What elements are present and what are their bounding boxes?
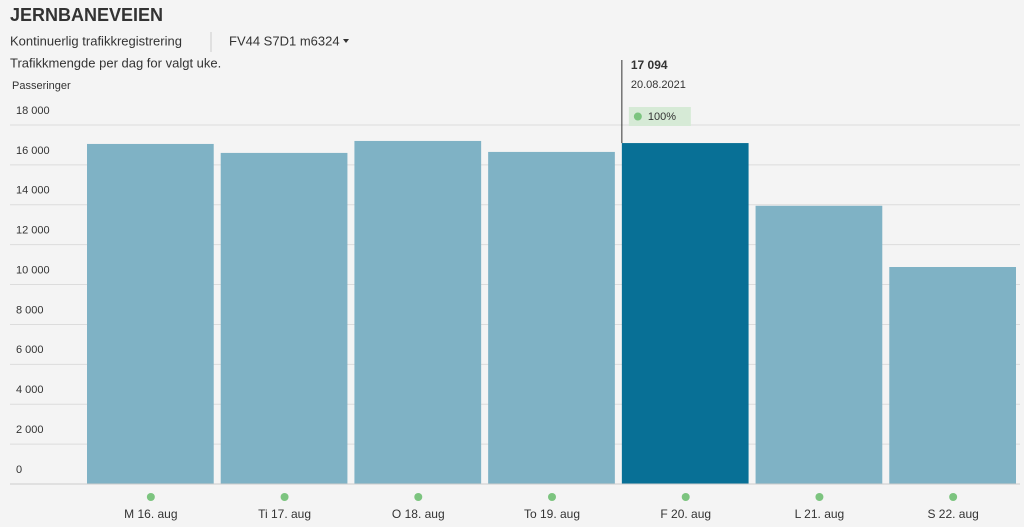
y-tick-label: 0 [16,464,22,476]
y-tick-label: 4 000 [16,384,44,396]
coverage-dot [146,493,155,501]
x-tick-label: M 16. aug [124,507,177,521]
page-title: JERNBANEVEIEN [10,5,163,25]
coverage-dot [815,493,824,501]
bar [621,143,749,484]
bar [354,140,482,484]
chart-title: Trafikkmengde per dag for valgt uke. [10,55,221,70]
x-tick-label: S 22. aug [927,507,978,521]
y-tick-label: 18 000 [16,105,50,117]
y-tick-label: 6 000 [16,344,44,356]
coverage-dot [548,493,556,501]
y-axis-label: Passeringer [12,80,71,92]
y-tick-label: 12 000 [16,225,50,237]
bar [889,267,1016,484]
coverage-dot [949,493,958,501]
tooltip-badge-dot [633,112,642,121]
site-selector[interactable]: FV44 S7D1 m6324 [229,33,340,48]
tooltip-badge [628,107,691,126]
tooltip-coverage: 100% [648,111,676,123]
x-tick-label: O 18. aug [392,507,445,521]
y-tick-label: 16 000 [16,145,50,157]
y-tick-label: 2 000 [16,424,44,436]
y-tick-label: 14 000 [16,185,50,197]
coverage-dot [280,493,289,501]
subtitle: Kontinuerlig trafikkregistrering [10,33,182,48]
x-tick-label: L 21. aug [795,507,845,521]
x-tick-label: F 20. aug [660,507,711,521]
coverage-dot [414,493,423,501]
tooltip-date: 20.08.2021 [631,79,686,91]
x-tick-label: To 19. aug [524,507,580,521]
tooltip-value: 17 094 [631,58,668,72]
bar [87,143,214,485]
dropdown-arrow[interactable] [343,39,349,43]
y-tick-label: 8 000 [16,304,44,316]
bar [755,205,883,484]
bar [220,152,348,484]
y-tick-label: 10 000 [16,264,50,276]
x-tick-label: Ti 17. aug [258,507,311,521]
bar [488,151,615,485]
coverage-dot [681,493,690,501]
